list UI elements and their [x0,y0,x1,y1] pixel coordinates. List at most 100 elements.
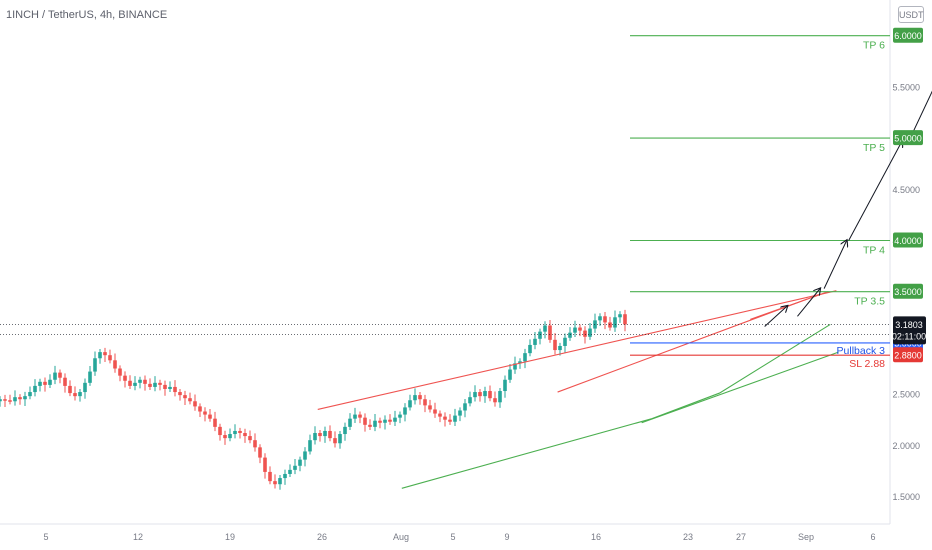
candle [443,412,447,427]
candle-body [373,420,377,427]
candle-body [153,382,157,387]
candle [573,320,577,337]
candle-body [268,471,272,482]
candle-body [123,375,127,381]
candle [373,413,377,432]
candle-body [168,386,172,389]
resistance-trendline [317,290,837,410]
projection-arrows [764,90,932,327]
candle [183,390,187,405]
candle-body [493,398,497,403]
price-scale[interactable]: 1.50002.00002.50003.00003.50004.00004.50… [892,31,920,502]
candle [58,369,62,384]
time-tick-label: 5 [450,532,455,542]
candle-body [183,395,187,399]
candle-body [393,417,397,422]
projection-arrow [764,306,788,327]
candle [273,474,277,489]
candle [188,392,192,405]
candle [278,474,282,490]
candle-body [3,399,7,401]
candle-body [253,440,257,448]
candle-body [503,379,507,392]
candle-body [223,435,227,439]
candle [248,430,252,444]
candle [23,391,27,406]
candle [433,402,437,418]
candle-body [578,327,582,331]
candle [403,403,407,422]
candle-body [308,440,312,452]
candle [563,333,567,353]
candle [263,453,267,479]
countdown-text: 02:11:00 [892,331,926,341]
candle [598,313,602,326]
candle [78,388,82,402]
candle [323,426,327,443]
candle-body [588,328,592,337]
candle [258,444,262,464]
candle-body [403,407,407,415]
candle-body [468,397,472,404]
candle-body [333,438,337,444]
candle [328,425,332,442]
level-price-tag [893,27,923,43]
level-price-tag-text: 4.0000 [894,236,922,246]
candle-body [33,385,37,393]
candle [388,414,392,425]
currency-badge[interactable]: USDT [898,6,924,23]
candle [493,391,497,407]
projection-arrow [797,289,820,317]
candle [398,411,402,424]
level-label: SL 2.88 [849,358,885,370]
candle [618,311,622,323]
candle [148,378,152,391]
level-price-tag-text: 3.5000 [894,287,922,297]
time-tick-label: 6 [870,532,875,542]
time-tick-label: 19 [225,532,235,542]
candle [483,386,487,403]
current-price-tag [893,316,926,345]
time-tick-label: Sep [798,532,814,542]
candle [253,433,257,452]
candle-body [108,355,112,361]
candle [43,377,47,392]
candle-body [68,385,72,394]
candle-body [8,400,12,402]
candle-body [53,372,57,380]
candle [543,321,547,339]
candle-body [473,392,477,398]
candle [498,387,502,408]
candle-body [418,395,422,400]
candle-body [623,314,627,325]
candle [73,386,77,401]
candle-body [83,382,87,393]
candle [603,311,607,330]
time-axis[interactable]: 5 12 19 26 Aug 5 9 16 23 27 Sep 6 [43,532,875,542]
candle-body [458,410,462,416]
candle-body [538,331,542,339]
candle-body [553,339,557,351]
candle [168,381,172,393]
support-trendline [401,324,831,489]
candle [438,410,442,423]
candle-body [238,430,242,434]
candle [308,434,312,455]
candle-body [528,344,532,354]
candle [143,375,147,391]
level-price-tag-text: 2.8800 [894,351,922,361]
candle-body [498,391,502,403]
candle-body [563,337,567,346]
candle-body [433,409,437,414]
candle [608,316,612,331]
candle [348,413,352,430]
candle-body [163,384,167,389]
candle [313,426,317,445]
candle [93,351,97,376]
candle-body [138,379,142,383]
candle-body [288,469,292,474]
candle [453,408,457,427]
candle [233,424,237,439]
level-label: Pullback 3 [837,345,886,357]
